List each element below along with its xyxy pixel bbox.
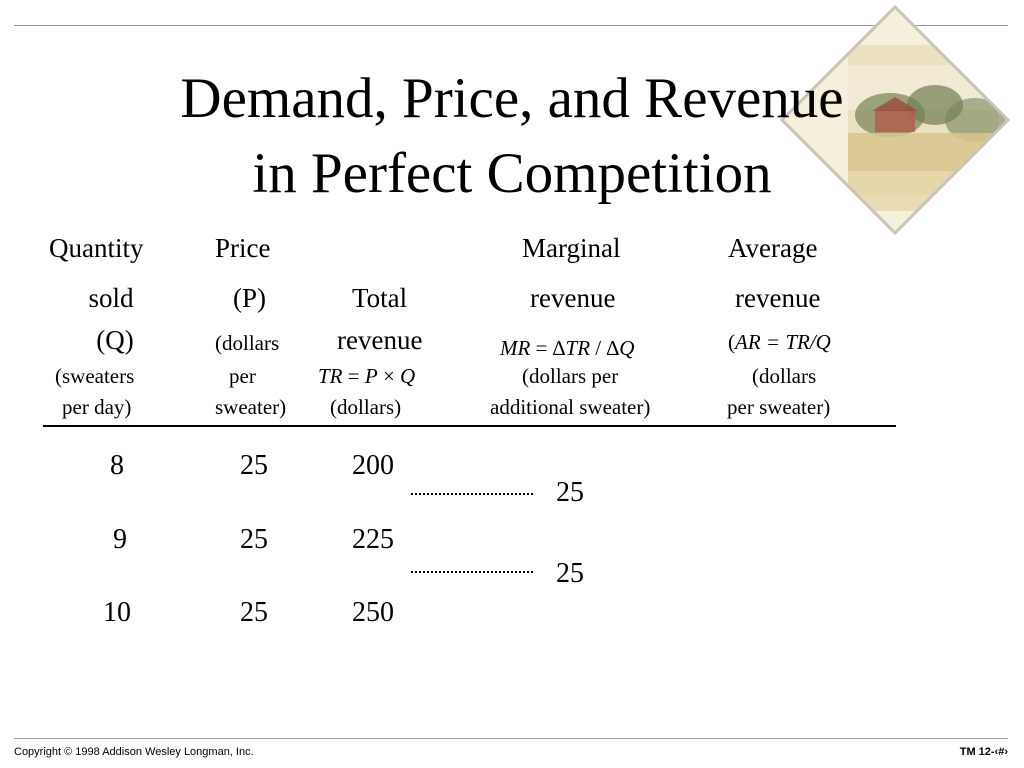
dotted-leader-1 (411, 493, 533, 495)
header-total-revenue-2: revenue (337, 325, 423, 355)
cell-price-row-2: 25 (240, 524, 268, 555)
slide-title-line-1: Demand, Price, and Revenue (180, 67, 844, 130)
landscape-photo-diamond (780, 5, 1010, 235)
header-price-unit-3: sweater) (215, 395, 287, 419)
header-price-unit-2: per (229, 364, 256, 388)
cell-total-revenue-row-1: 200 (352, 450, 394, 481)
header-average-revenue-2: revenue (735, 283, 821, 313)
cell-quantity-row-1: 8 (110, 450, 124, 481)
top-rule (14, 25, 1008, 26)
header-quantity-unit-2: per day) (62, 395, 132, 419)
cell-marginal-revenue-1: 25 (556, 477, 584, 508)
header-total-revenue-unit: (dollars) (330, 395, 402, 419)
slide-title-line-2: in Perfect Competition (252, 142, 772, 205)
header-total-revenue-1: Total (352, 283, 408, 313)
header-marginal-revenue-1: Marginal (522, 233, 621, 263)
cell-price-row-1: 25 (240, 450, 268, 481)
header-quantity-unit-1: (sweaters (55, 364, 135, 388)
footer-copyright: Copyright © 1998 Addison Wesley Longman,… (14, 746, 254, 758)
header-quantity-symbol: (Q) (96, 325, 134, 355)
header-marginal-revenue-formula: MR = ∆TR / ∆Q (500, 336, 635, 360)
header-price-symbol: (P) (233, 283, 266, 313)
cell-marginal-revenue-2: 25 (556, 558, 584, 589)
header-average-revenue-unit-1: (dollars (752, 364, 817, 388)
cell-quantity-row-3: 10 (103, 597, 131, 628)
bottom-rule (14, 738, 1008, 739)
header-quantity-sold: sold (88, 283, 134, 313)
cell-total-revenue-row-2: 225 (352, 524, 394, 555)
cell-quantity-row-2: 9 (113, 524, 127, 555)
header-marginal-revenue-unit-1: (dollars per (522, 364, 619, 388)
header-average-revenue-1: Average (728, 233, 818, 263)
header-price-unit-1: (dollars (215, 331, 280, 355)
cell-price-row-3: 25 (240, 597, 268, 628)
dotted-leader-2 (411, 571, 533, 573)
header-average-revenue-formula: (AR = TR/Q (728, 330, 831, 354)
header-price: Price (215, 233, 271, 263)
header-total-revenue-formula: TR = P × Q (318, 364, 416, 388)
table-header-rule (43, 425, 896, 427)
header-marginal-revenue-unit-2: additional sweater) (490, 395, 651, 419)
cell-total-revenue-row-3: 250 (352, 597, 394, 628)
footer-page-label: TM 12-‹#› (959, 746, 1008, 758)
header-quantity: Quantity (49, 233, 144, 263)
header-average-revenue-unit-2: per sweater) (727, 395, 831, 419)
header-marginal-revenue-2: revenue (530, 283, 616, 313)
